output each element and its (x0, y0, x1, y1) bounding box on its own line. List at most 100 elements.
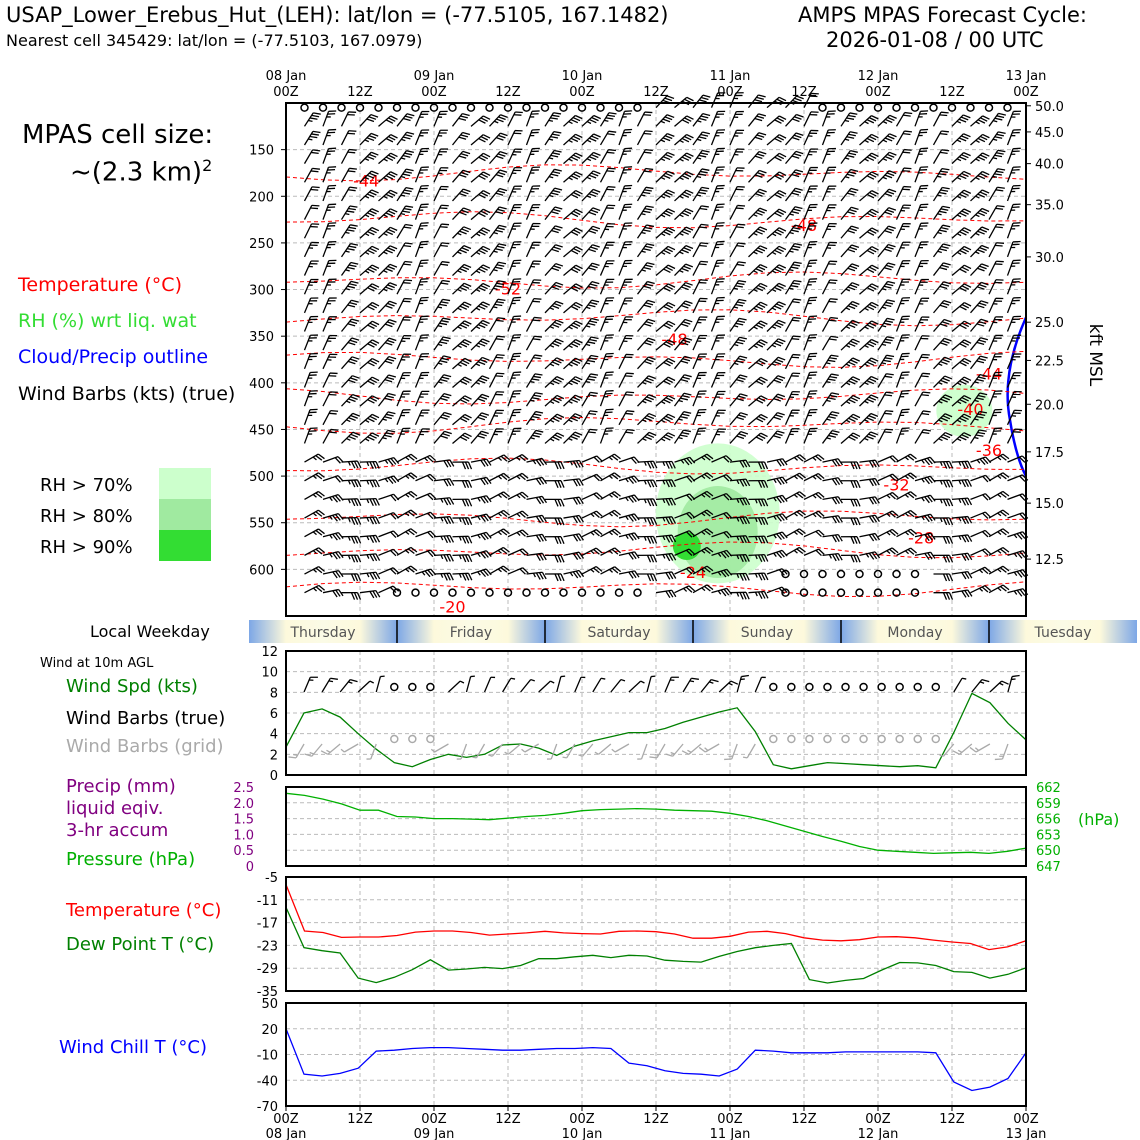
wind-barb (840, 319, 860, 332)
barb-flag (570, 287, 579, 292)
barb-half-flag (347, 480, 351, 485)
barb-flag (464, 320, 472, 325)
wind-barbs-true-label: Wind Barbs (true) (66, 708, 226, 729)
wind-barb (840, 517, 861, 526)
barb-flag (369, 210, 377, 215)
wind-barb (396, 490, 418, 500)
barb-flag (353, 460, 359, 469)
wind-barb (710, 129, 726, 146)
barb-flag (778, 152, 787, 158)
wind-barb (378, 548, 400, 557)
barb-flag (554, 206, 563, 210)
barb-flag (667, 432, 676, 437)
barb-flag (572, 516, 578, 524)
barb-flag (999, 492, 1007, 498)
barb-flag (369, 322, 378, 328)
barb-flag (332, 533, 338, 541)
calm-circle (633, 103, 642, 112)
barb-flag (871, 320, 879, 325)
wind-barb (803, 240, 818, 258)
barb-flag (667, 132, 675, 138)
wind-barb (507, 259, 522, 276)
wind-barb (895, 427, 910, 444)
barb-half-flag (939, 461, 943, 467)
barb-half-flag (400, 157, 406, 160)
legend-rh70-swatch (159, 468, 211, 499)
barb-half-flag (405, 493, 410, 498)
wind-barb (877, 373, 894, 388)
barb-flag (866, 212, 875, 218)
barb-flag (774, 175, 782, 180)
barb-flag (939, 267, 948, 271)
barb-flag (591, 116, 599, 122)
barb-half-flag (586, 139, 592, 143)
barb-flag (369, 191, 377, 196)
barb-flag (407, 529, 415, 536)
barb-flag (575, 497, 581, 505)
barb-flag (440, 416, 448, 420)
wind-barb (859, 152, 879, 165)
barb-half-flag (736, 536, 740, 541)
barb-flag (686, 512, 693, 520)
wind-barb (507, 334, 522, 351)
barb-flag (699, 226, 708, 229)
barb-flag (851, 244, 860, 249)
barb-flag (683, 392, 692, 396)
barb-flag (649, 479, 655, 488)
barb-flag (427, 531, 434, 539)
pressure-tick-label: 350 (249, 330, 274, 345)
wind-barb (507, 371, 522, 388)
wind-barb (692, 186, 710, 202)
barb-flag (611, 530, 619, 536)
legend-rh80-swatch (159, 499, 211, 530)
wind-barb (359, 339, 380, 351)
barb-half-flag (662, 461, 666, 467)
barb-flag (369, 228, 377, 234)
wind-barb (748, 132, 767, 146)
barb-flag (570, 249, 579, 255)
barb-flag (982, 457, 989, 465)
barb-flag (924, 534, 930, 542)
barb-flag (686, 457, 693, 465)
barb-flag (644, 398, 652, 403)
wind-barb (932, 186, 950, 202)
barb-flag (781, 513, 788, 521)
pressure-tick-label: 300 (249, 284, 274, 299)
barb-flag (736, 397, 744, 402)
barb-flag (464, 480, 470, 488)
barb-flag (703, 511, 711, 517)
barb-half-flag (956, 214, 962, 218)
barb-half-flag (845, 344, 851, 348)
barb-flag (318, 509, 325, 516)
wind-barb (507, 185, 522, 202)
wind-barb (507, 241, 522, 258)
barb-flag (883, 304, 892, 308)
barb-flag (315, 529, 323, 536)
barb-flag (866, 417, 874, 422)
barb-half-flag (532, 460, 537, 465)
barb-half-flag (660, 120, 666, 124)
barb-flag (372, 461, 377, 469)
barb-flag (998, 112, 1006, 116)
barb-flag (850, 321, 858, 326)
barb-half-flag (904, 531, 909, 536)
barb-flag (463, 207, 471, 212)
barb-flag (967, 534, 973, 542)
wind-barb (877, 243, 896, 258)
barb-flag (776, 229, 784, 234)
wind-barb (340, 130, 357, 146)
barb-flag (886, 354, 895, 358)
barb-flag (671, 498, 676, 506)
barb-flag (668, 498, 673, 506)
barb-flag (828, 397, 836, 400)
barb-half-flag (956, 120, 962, 124)
barb-flag (552, 436, 560, 441)
barb-flag (649, 498, 655, 507)
wind-barb (692, 509, 714, 519)
barb-flag (590, 354, 599, 358)
barb-flag (763, 461, 769, 470)
wind-barb (655, 479, 676, 488)
barb-flag (369, 378, 378, 384)
barb-half-flag (939, 517, 943, 523)
wind-barb (655, 208, 676, 221)
